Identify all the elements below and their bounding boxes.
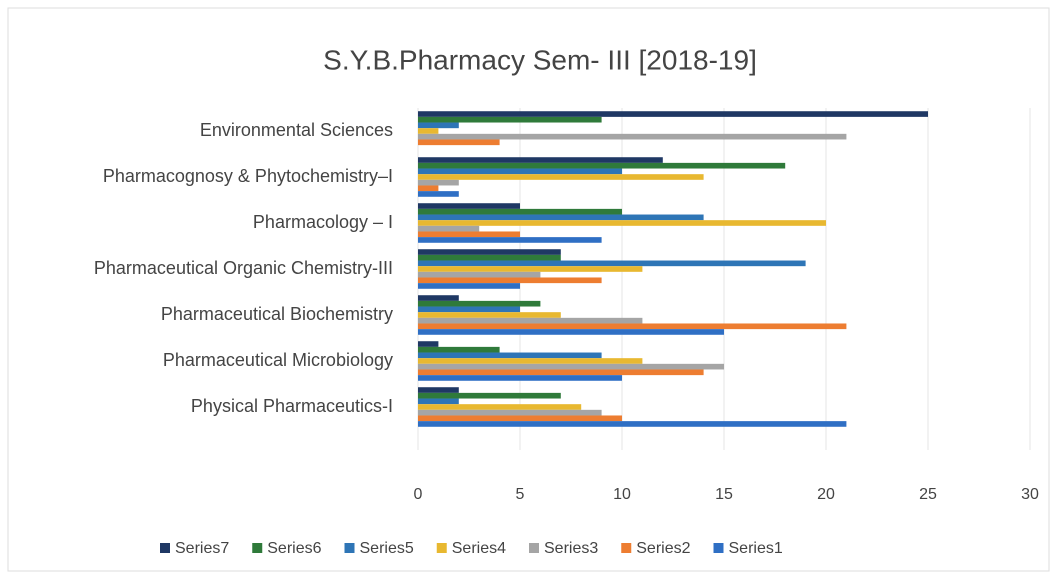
- bar: [418, 157, 663, 163]
- chart-frame: [7, 7, 1050, 572]
- y-tick-label: Pharmaceutical Organic Chemistry-III: [94, 258, 393, 278]
- bar: [418, 404, 582, 410]
- legend-swatch: [529, 543, 539, 553]
- bar: [418, 111, 928, 117]
- bar: [418, 237, 602, 243]
- bar: [418, 341, 439, 347]
- legend-label: Series6: [267, 540, 321, 557]
- bar: [418, 358, 643, 364]
- chart-title: S.Y.B.Pharmacy Sem- III [2018-19]: [323, 44, 757, 75]
- x-tick-label: 5: [516, 486, 525, 503]
- bar: [418, 375, 622, 381]
- bar: [418, 346, 500, 353]
- legend-label: Series1: [729, 540, 783, 557]
- legend-label: Series4: [452, 540, 506, 557]
- legend-label: Series5: [360, 540, 414, 557]
- bar: [418, 249, 561, 255]
- bar: [418, 323, 847, 330]
- x-tick-label: 0: [414, 486, 423, 503]
- bar: [418, 363, 724, 370]
- x-tick-label: 30: [1021, 486, 1039, 503]
- bar: [418, 254, 561, 261]
- legend-swatch: [160, 543, 170, 553]
- y-tick-label: Pharmaceutical Biochemistry: [161, 304, 393, 324]
- bar: [418, 231, 520, 238]
- bar: [418, 214, 704, 221]
- x-tick-label: 10: [613, 486, 631, 503]
- x-tick-label: 20: [817, 486, 835, 503]
- bar: [418, 369, 704, 376]
- bar: [418, 139, 500, 146]
- bar: [418, 300, 541, 307]
- bar: [418, 283, 520, 289]
- bar: [418, 398, 459, 405]
- y-tick-label: Pharmaceutical Microbiology: [163, 350, 393, 370]
- bar: [418, 122, 459, 129]
- bar: [418, 185, 439, 192]
- bar: [418, 306, 520, 313]
- bar: [418, 317, 643, 324]
- bar: [418, 352, 602, 359]
- bar: [418, 220, 826, 226]
- bar: [418, 191, 459, 197]
- bar: [418, 133, 847, 140]
- bar: [418, 179, 459, 186]
- y-tick-label: Physical Pharmaceutics-I: [191, 396, 393, 416]
- bar: [418, 174, 704, 180]
- bar: [418, 271, 541, 278]
- legend-label: Series7: [175, 540, 229, 557]
- bar: [418, 409, 602, 416]
- bar: [418, 277, 602, 284]
- legend-swatch: [344, 543, 355, 553]
- bar: [418, 128, 439, 134]
- legend-swatch: [252, 543, 263, 553]
- legend-swatch: [621, 543, 632, 553]
- bar: [418, 387, 459, 393]
- y-tick-label: Environmental Sciences: [200, 120, 393, 140]
- legend-swatch: [713, 543, 724, 553]
- bar: [418, 116, 602, 123]
- y-tick-label: Pharmacognosy & Phytochemistry–I: [103, 166, 393, 186]
- bar: [418, 208, 622, 215]
- bar: [418, 162, 786, 169]
- bar: [418, 392, 561, 399]
- bar: [418, 421, 847, 427]
- legend-swatch: [436, 543, 447, 553]
- legend-label: Series3: [544, 540, 598, 557]
- y-tick-label: Pharmacology – I: [253, 212, 393, 232]
- bar: [418, 260, 806, 267]
- bar: [418, 225, 480, 232]
- legend-label: Series2: [636, 540, 690, 557]
- bar: [418, 203, 520, 209]
- bar: [418, 329, 724, 335]
- bar: [418, 168, 622, 175]
- bar: [418, 295, 459, 301]
- bar: [418, 312, 561, 318]
- bar: [418, 266, 643, 272]
- x-tick-label: 25: [919, 486, 937, 503]
- x-tick-label: 15: [715, 486, 733, 503]
- bar: [418, 415, 622, 422]
